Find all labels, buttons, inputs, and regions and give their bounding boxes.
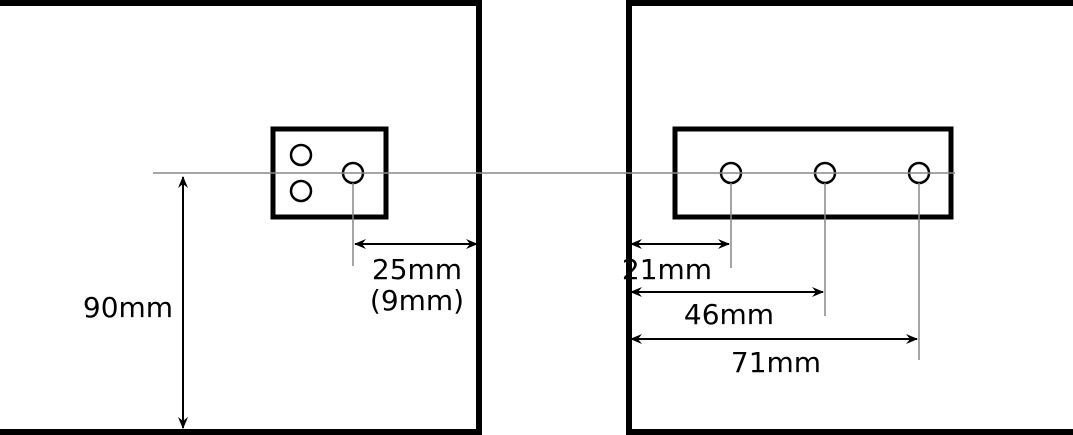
left-hole-top <box>289 143 313 167</box>
right-panel-outline <box>626 0 1073 435</box>
left-dimension-label: 25mm <box>372 253 462 286</box>
left-hole-bottom <box>289 179 313 203</box>
right-panel <box>626 0 1073 435</box>
left-panel <box>0 0 482 435</box>
right-dimension-label-3: 71mm <box>731 346 821 379</box>
right-dimension-label-2: 46mm <box>684 298 774 331</box>
vertical-dimension-label: 90mm <box>83 291 173 324</box>
left-panel-outline <box>0 0 482 435</box>
right-dimension-label-1: 21mm <box>622 253 712 286</box>
left-dimension-sublabel: (9mm) <box>370 284 464 317</box>
